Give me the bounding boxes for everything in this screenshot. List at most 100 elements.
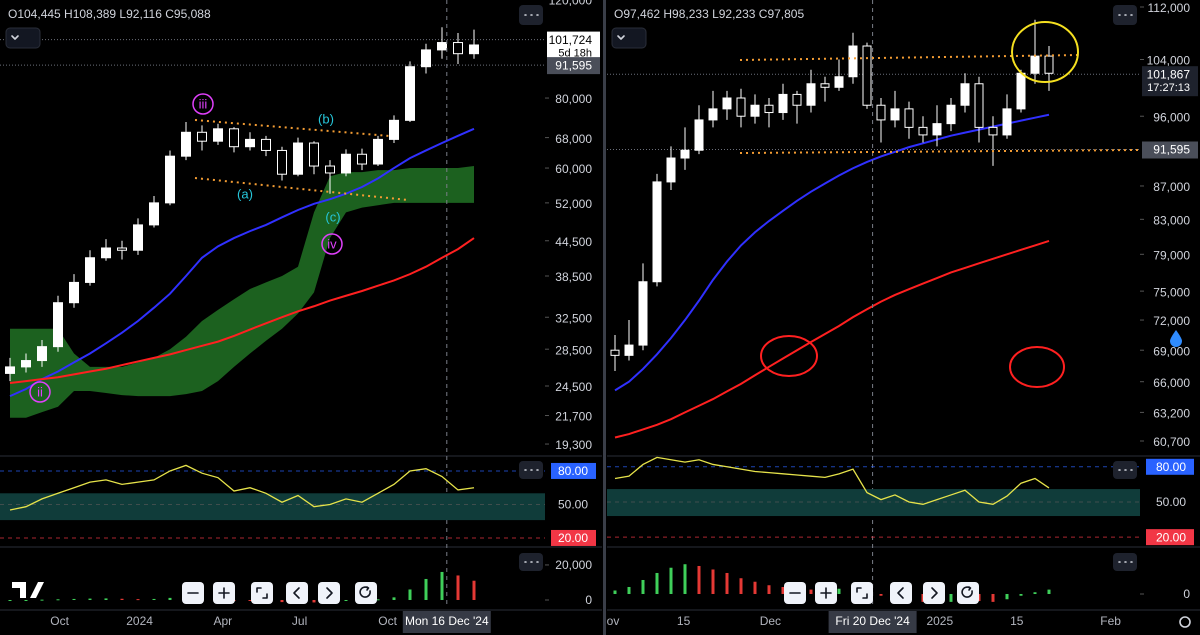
- navigation-buttons[interactable]: [182, 582, 979, 604]
- nav-button[interactable]: [923, 582, 945, 604]
- nav-icon: [256, 587, 268, 599]
- wave-circle: [321, 233, 343, 255]
- chevron: [617, 35, 625, 40]
- candle-body: [722, 97, 732, 110]
- collapse-button[interactable]: [611, 27, 647, 49]
- rsi-tick-box: [551, 529, 596, 546]
- candle-body: [69, 281, 79, 304]
- logo: [12, 582, 44, 598]
- histogram-bar: [88, 598, 92, 600]
- nav-button[interactable]: [957, 582, 979, 604]
- x-tick-label: Oct: [50, 614, 69, 628]
- candle-body: [624, 344, 634, 356]
- corner-icons[interactable]: [1170, 330, 1191, 628]
- candle-body: [960, 83, 970, 106]
- menu-buttons[interactable]: [519, 5, 1137, 571]
- candle-body: [820, 83, 830, 88]
- histogram-bar: [991, 593, 995, 602]
- wave-circle: [29, 381, 51, 403]
- rsi-tick-label: 80.00: [558, 464, 588, 478]
- nav-button[interactable]: [355, 582, 377, 604]
- histogram-bar: [697, 565, 701, 594]
- candle-body: [53, 302, 63, 348]
- rsi-tick-box: [1146, 458, 1194, 475]
- moving-average: [614, 113, 1050, 392]
- nav-icon: [856, 587, 868, 599]
- histogram-bar: [641, 579, 645, 594]
- y-tick-label: 69,000: [1153, 344, 1190, 358]
- histogram-bar: [120, 598, 124, 600]
- candle-body: [245, 138, 255, 148]
- chart-panel: 112,000 104,000 96,000 87,000 83,000 79,000 75…: [607, 0, 1200, 633]
- candle-body: [85, 257, 95, 283]
- plot-area: [607, 19, 1140, 439]
- histogram-bar: [248, 599, 252, 601]
- candle-body: [862, 45, 872, 106]
- moving-average: [614, 240, 1050, 439]
- candle-body: [680, 149, 690, 159]
- x-tick-label: 2024: [126, 614, 153, 628]
- nav-button[interactable]: [286, 582, 308, 604]
- chevron: [11, 35, 19, 40]
- histogram-bar: [739, 578, 743, 594]
- x-tick-label: Feb: [1100, 614, 1121, 628]
- price-label-box: [1142, 141, 1198, 159]
- collapse-button[interactable]: [5, 27, 41, 49]
- highlight-circle: [1011, 21, 1079, 83]
- candle-body: [932, 123, 942, 136]
- candle-body: [5, 366, 15, 374]
- collapse-buttons[interactable]: [5, 27, 647, 49]
- price-label-box: [547, 31, 600, 62]
- candle-body: [1016, 72, 1026, 110]
- nav-button[interactable]: [251, 582, 273, 604]
- crosshair-label: Mon 16 Dec '24: [405, 614, 489, 628]
- histogram-bar: [456, 575, 460, 600]
- candle-body: [373, 138, 383, 165]
- y-tick-label: 68,000: [555, 132, 592, 146]
- rsi-tick-label: 20.00: [558, 531, 588, 545]
- y-tick-label: 80,000: [555, 92, 592, 106]
- histogram-bar: [781, 586, 785, 594]
- histogram-bar: [613, 590, 617, 594]
- wave-label: ii: [37, 384, 43, 399]
- candle-body: [652, 181, 662, 283]
- drop-icon[interactable]: [1170, 330, 1182, 347]
- candle-body: [421, 49, 431, 68]
- candle-body: [666, 157, 676, 183]
- candle-body: [806, 83, 816, 106]
- nav-icon: [218, 587, 230, 599]
- candle-body: [261, 138, 271, 151]
- y-tick-label: 96,000: [1153, 110, 1190, 124]
- rsi-band: [607, 489, 1140, 517]
- rsi-tick-label: 50.00: [558, 498, 588, 512]
- histogram-bar: [1047, 589, 1051, 594]
- ohlc-header: O97,462 H98,233 L92,233 C97,805: [614, 7, 804, 21]
- wave-label: (a): [237, 186, 253, 201]
- candle-body: [792, 93, 802, 106]
- candle-body: [918, 126, 928, 136]
- crosshair-label-box: [828, 611, 917, 633]
- crosshair-label: Fri 20 Dec '24: [835, 614, 910, 628]
- nav-icon: [326, 587, 333, 599]
- settings-icon[interactable]: [1179, 616, 1191, 628]
- rsi-tick-label: 50.00: [1156, 495, 1186, 509]
- nav-button[interactable]: [890, 582, 912, 604]
- histogram-bar: [655, 572, 659, 594]
- candle-body: [610, 349, 620, 356]
- candle-body: [750, 104, 760, 117]
- histogram-bar: [8, 599, 12, 601]
- candle-body: [890, 108, 900, 121]
- histogram-bar: [837, 588, 841, 594]
- y-tick-label: 87,000: [1153, 180, 1190, 194]
- nav-icon: [820, 587, 832, 599]
- nav-button[interactable]: [851, 582, 873, 604]
- histogram-bar: [408, 589, 412, 600]
- candle-body: [277, 149, 287, 175]
- candle-body: [165, 155, 175, 204]
- histogram-bar: [627, 586, 631, 594]
- nav-icon: [931, 587, 938, 599]
- histogram-bar: [440, 571, 444, 600]
- y-tick-label: 79,000: [1153, 248, 1190, 262]
- nav-button[interactable]: [318, 582, 340, 604]
